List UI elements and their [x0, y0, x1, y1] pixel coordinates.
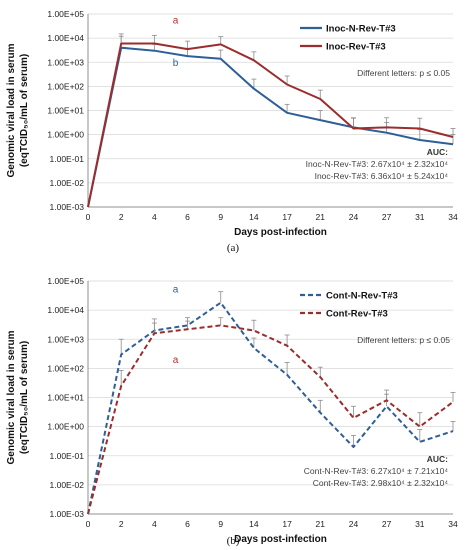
y-tick-label: 1.00E+01 — [47, 106, 84, 116]
x-tick-label: 27 — [382, 519, 392, 529]
auc-line: Inoc-N-Rev-T#3: 2.67x10⁴ ± 2.32x10⁴ — [306, 159, 449, 169]
y-axis-label-line2: (eqTCID₅₀/mL of serum) — [19, 341, 30, 454]
series-line — [87, 46, 454, 208]
significance-letter: b — [173, 58, 179, 69]
chart-panel-b: 1.00E-03 1.00E-02 1.00E-01 1.00E+00 1.00E+01… — [6, 276, 458, 547]
legend-entry: Cont-Rev-T#3 — [326, 309, 388, 320]
y-axis-label-line2: (eqTCID₅₀/mL of serum) — [19, 54, 30, 167]
significance-note: Different letters: p ≤ 0.05 — [357, 68, 450, 78]
y-tick-label: 1.00E+00 — [47, 422, 84, 432]
x-tick-label: 17 — [282, 519, 292, 529]
auc-title: AUC: — [427, 147, 448, 157]
x-tick-label: 4 — [152, 519, 157, 529]
series-1 — [87, 317, 456, 515]
x-tick-label: 34 — [448, 212, 458, 222]
panel-label: (a) — [227, 242, 240, 254]
series-line — [87, 324, 454, 515]
legend-entry: Inoc-Rev-T#3 — [326, 42, 386, 53]
x-tick-label: 4 — [152, 212, 157, 222]
auc-line: Cont-N-Rev-T#3: 6.27x10⁴ ± 7.21x10⁴ — [304, 466, 449, 476]
x-tick-label: 9 — [218, 519, 223, 529]
significance-letter: a — [173, 16, 179, 27]
y-tick-label: 1.00E-01 — [50, 154, 85, 164]
series-line — [87, 42, 454, 208]
series-1 — [87, 33, 456, 208]
y-tick-label: 1.00E+00 — [47, 130, 84, 140]
x-tick-label: 31 — [415, 519, 425, 529]
chart-panel-a: 1.00E-03 1.00E-02 1.00E-01 1.00E+00 1.00E+01… — [6, 9, 458, 254]
auc-title: AUC: — [427, 454, 448, 464]
x-tick-label: 6 — [185, 212, 190, 222]
y-tick-label: 1.00E+02 — [47, 81, 84, 91]
y-tick-label: 1.00E+02 — [47, 363, 84, 373]
y-tick-label: 1.00E+03 — [47, 57, 84, 67]
y-tick-label: 1.00E+05 — [47, 9, 84, 19]
y-tick-label: 1.00E+01 — [47, 393, 84, 403]
series-0 — [87, 35, 456, 208]
y-tick-label: 1.00E+04 — [47, 305, 84, 315]
x-tick-label: 0 — [86, 519, 91, 529]
y-axis-label-line1: Genomic viral load in serum — [6, 330, 17, 464]
auc-line: Inoc-Rev-T#3: 6.36x10⁴ ± 5.24x10⁴ — [315, 171, 449, 181]
x-tick-label: 27 — [382, 212, 392, 222]
significance-letter: a — [173, 355, 179, 366]
x-tick-label: 9 — [218, 212, 223, 222]
x-tick-label: 21 — [316, 519, 326, 529]
auc-line: Cont-Rev-T#3: 2.98x10⁴ ± 2.32x10⁴ — [313, 478, 449, 488]
x-axis-label: Days post-infection — [234, 534, 327, 545]
x-axis-label: Days post-infection — [234, 227, 327, 238]
legend-entry: Inoc-N-Rev-T#3 — [326, 24, 396, 35]
panel-label: (b) — [227, 535, 240, 547]
y-tick-label: 1.00E+05 — [47, 276, 84, 286]
x-tick-label: 2 — [119, 212, 124, 222]
x-tick-label: 2 — [119, 519, 124, 529]
x-tick-label: 6 — [185, 519, 190, 529]
series-line — [87, 301, 454, 515]
x-tick-label: 14 — [249, 212, 259, 222]
significance-note: Different letters: p ≤ 0.05 — [357, 335, 450, 345]
y-axis-label-line1: Genomic viral load in serum — [6, 43, 17, 177]
x-tick-label: 24 — [349, 212, 359, 222]
y-tick-label: 1.00E-01 — [50, 451, 85, 461]
y-tick-label: 1.00E-02 — [50, 178, 85, 188]
x-tick-label: 31 — [415, 212, 425, 222]
significance-letter: a — [173, 285, 179, 296]
x-tick-label: 0 — [86, 212, 91, 222]
legend-entry: Cont-N-Rev-T#3 — [326, 291, 398, 302]
y-tick-label: 1.00E-03 — [50, 509, 85, 519]
y-tick-label: 1.00E-03 — [50, 202, 85, 212]
y-tick-label: 1.00E-02 — [50, 480, 85, 490]
x-tick-label: 34 — [448, 519, 458, 529]
x-tick-label: 14 — [249, 519, 259, 529]
y-tick-label: 1.00E+04 — [47, 33, 84, 43]
x-tick-label: 24 — [349, 519, 359, 529]
x-tick-label: 21 — [316, 212, 326, 222]
x-tick-label: 17 — [282, 212, 292, 222]
y-tick-label: 1.00E+03 — [47, 334, 84, 344]
